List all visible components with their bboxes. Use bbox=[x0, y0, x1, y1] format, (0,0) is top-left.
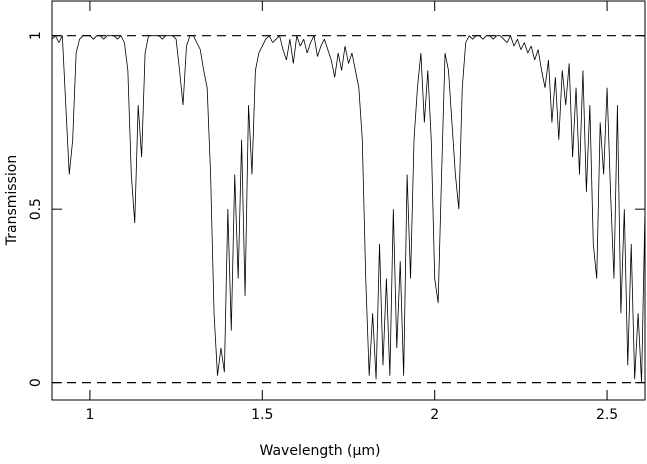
x-tick-label: 2.5 bbox=[596, 407, 618, 423]
y-axis-label: Transmission bbox=[4, 155, 20, 246]
y-tick-label: 0 bbox=[28, 378, 44, 387]
spectrum-line bbox=[51, 35, 646, 383]
plot-frame bbox=[51, 0, 646, 401]
x-axis-label: Wavelength (μm) bbox=[260, 443, 381, 459]
y-tick-label: 1 bbox=[28, 31, 44, 40]
y-tick-label: 0.5 bbox=[28, 198, 44, 220]
x-tick-label: 1 bbox=[85, 407, 94, 423]
x-tick-label: 1.5 bbox=[251, 407, 273, 423]
x-tick-label: 2 bbox=[430, 407, 439, 423]
